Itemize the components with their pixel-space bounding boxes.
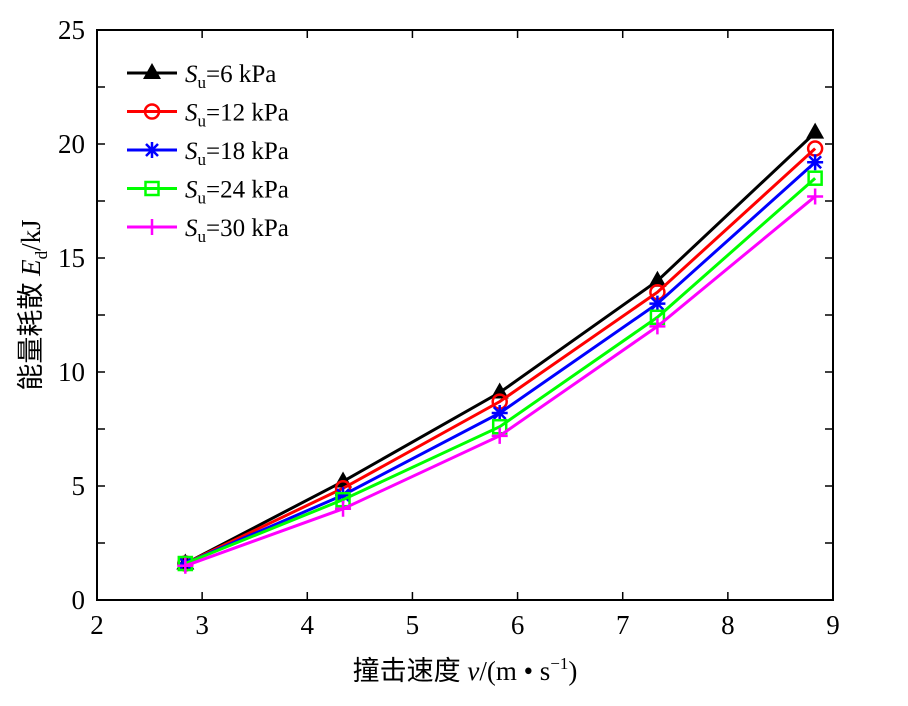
legend-label: Su=18 kPa bbox=[185, 138, 289, 169]
x-tick-label: 9 bbox=[826, 610, 840, 640]
data-point-plus bbox=[491, 427, 508, 444]
data-point-asterisk bbox=[491, 405, 508, 422]
y-tick-label: 15 bbox=[58, 243, 85, 273]
y-tick-label: 0 bbox=[72, 585, 86, 615]
x-axis-label: 撞击速度 v/(m • s−1) bbox=[353, 654, 578, 686]
x-tick-label: 4 bbox=[301, 610, 315, 640]
x-tick-label: 7 bbox=[616, 610, 630, 640]
x-tick-label: 5 bbox=[406, 610, 420, 640]
x-tick-label: 3 bbox=[195, 610, 209, 640]
y-tick-label: 5 bbox=[72, 471, 86, 501]
y-axis-label: 能量耗散 Ed/kJ bbox=[16, 219, 51, 390]
legend-marker-circle bbox=[143, 103, 161, 120]
data-point-plus bbox=[649, 318, 666, 335]
data-point-asterisk bbox=[649, 295, 666, 312]
data-point-asterisk bbox=[335, 487, 352, 504]
legend-label: Su=30 kPa bbox=[185, 215, 289, 246]
data-point-plus bbox=[177, 557, 194, 574]
data-point-plus bbox=[807, 188, 824, 205]
legend-marker-triangle bbox=[143, 63, 161, 79]
legend-entry: Su=6 kPa bbox=[127, 61, 276, 92]
legend-entry: Su=24 kPa bbox=[127, 177, 289, 208]
data-point-plus bbox=[335, 500, 352, 517]
data-point-triangle bbox=[806, 122, 825, 139]
data-point-triangle bbox=[490, 382, 509, 399]
legend-marker-plus bbox=[144, 219, 160, 235]
y-tick-label: 20 bbox=[58, 129, 85, 159]
data-point-triangle bbox=[648, 270, 667, 287]
series-line bbox=[184, 177, 817, 565]
data-point-asterisk bbox=[807, 154, 824, 171]
x-tick-label: 8 bbox=[721, 610, 735, 640]
legend-entry: Su=18 kPa bbox=[127, 138, 289, 169]
series-12kpa bbox=[177, 140, 824, 572]
series-line bbox=[184, 147, 817, 565]
legend-entry: Su=30 kPa bbox=[127, 215, 289, 246]
legend-entry: Su=12 kPa bbox=[127, 100, 289, 131]
legend-label: Su=24 kPa bbox=[185, 177, 289, 208]
series-line bbox=[184, 195, 817, 568]
legend-label: Su=12 kPa bbox=[185, 100, 289, 131]
legend-marker-asterisk bbox=[144, 142, 160, 158]
legend-marker-square bbox=[144, 180, 160, 197]
legend-label: Su=6 kPa bbox=[185, 61, 276, 92]
x-tick-label: 6 bbox=[511, 610, 525, 640]
y-tick-label: 25 bbox=[58, 15, 85, 45]
y-tick-label: 10 bbox=[58, 357, 85, 387]
series-30kpa bbox=[177, 188, 824, 574]
x-tick-label: 2 bbox=[90, 610, 104, 640]
data-point-square bbox=[807, 170, 823, 186]
